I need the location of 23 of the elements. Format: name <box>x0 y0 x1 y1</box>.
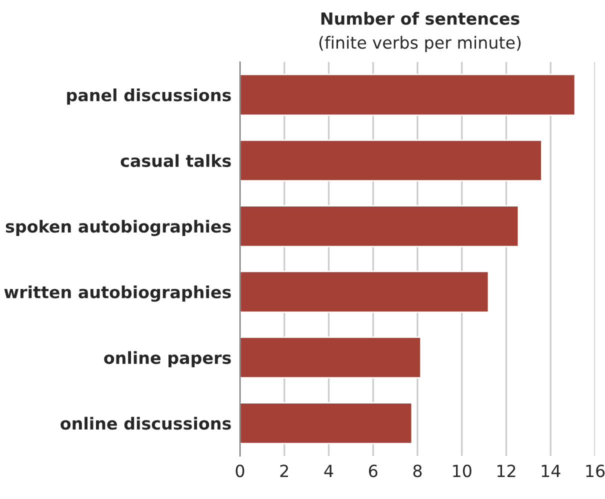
chart-subtitle: (finite verbs per minute) <box>319 36 521 52</box>
bar <box>240 205 520 248</box>
chart-title: Number of sentences <box>321 12 520 25</box>
bar <box>240 402 413 444</box>
y-tick-label: casual talks <box>120 154 231 168</box>
y-tick-label: online papers <box>104 351 231 368</box>
x-tick-label: 4 <box>324 464 334 477</box>
y-tick-label: online discussions <box>60 416 231 430</box>
bar <box>240 74 576 116</box>
bar <box>240 336 422 379</box>
x-tick-label: 16 <box>586 464 605 478</box>
x-tick-label: 12 <box>497 464 516 477</box>
y-tick-label: written autobiographies <box>4 286 231 302</box>
bar <box>240 139 542 182</box>
x-tick-label: 0 <box>236 464 244 478</box>
y-tick-label: panel discussions <box>67 88 231 105</box>
x-tick-label: 10 <box>453 464 472 478</box>
y-tick-label: spoken autobiographies <box>6 220 231 236</box>
x-tick-label: 14 <box>542 464 560 477</box>
x-tick-label: 6 <box>368 464 378 478</box>
x-tick-label: 8 <box>413 464 422 478</box>
bar <box>240 270 490 313</box>
x-tick-label: 2 <box>280 464 288 477</box>
